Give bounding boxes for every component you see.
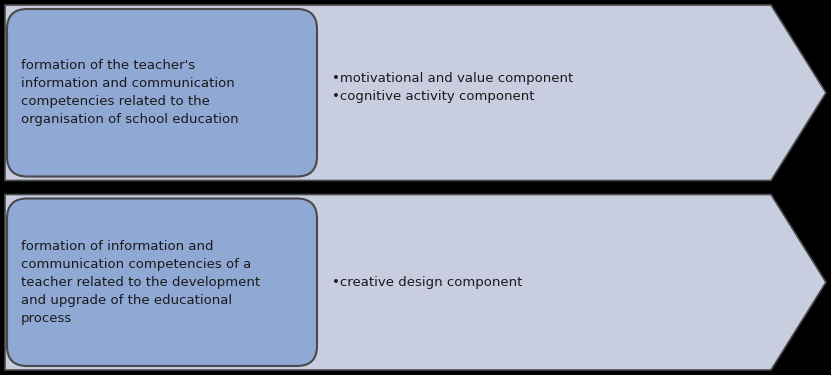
Text: •motivational and value component
•cognitive activity component: •motivational and value component •cogni… — [332, 72, 573, 103]
Text: •creative design component: •creative design component — [332, 276, 523, 289]
Text: formation of information and
communication competencies of a
teacher related to : formation of information and communicati… — [21, 240, 260, 325]
Text: formation of the teacher's
information and communication
competencies related to: formation of the teacher's information a… — [21, 59, 238, 126]
Polygon shape — [5, 5, 826, 180]
FancyBboxPatch shape — [7, 9, 317, 177]
FancyBboxPatch shape — [7, 198, 317, 366]
Polygon shape — [5, 195, 826, 370]
